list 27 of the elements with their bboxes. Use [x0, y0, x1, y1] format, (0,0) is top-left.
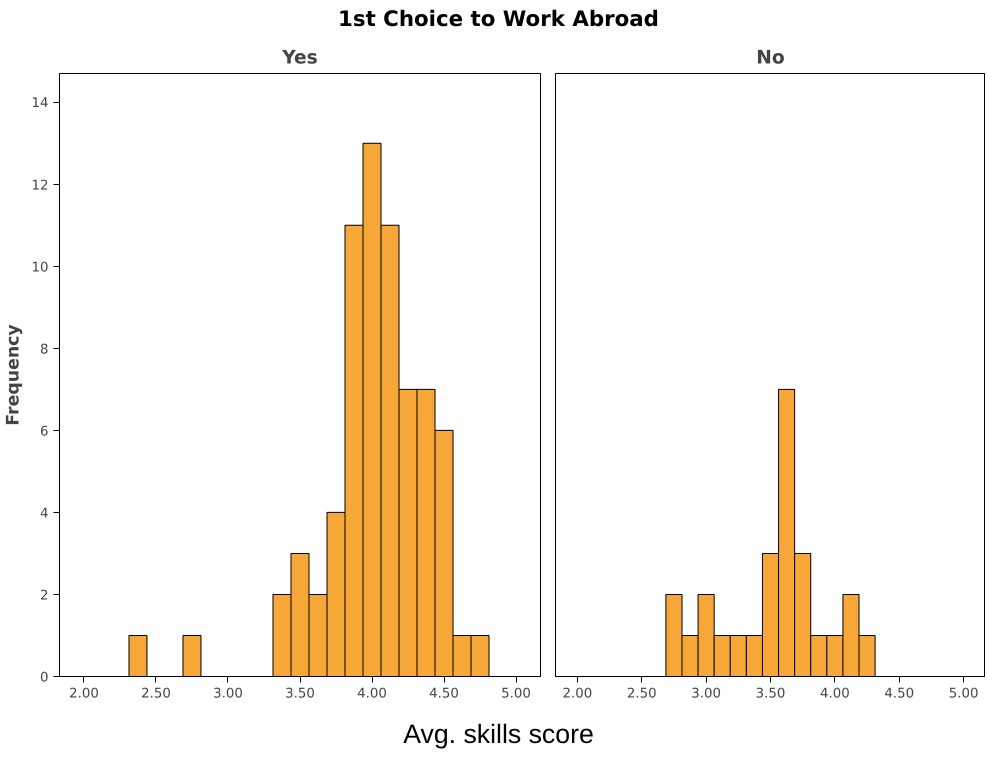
x-tick-label: 2.50	[141, 686, 171, 702]
chart-title: No	[756, 48, 785, 68]
text: 1st Choice to Work Abroad	[337, 6, 660, 34]
y-tick-label: 0	[40, 670, 49, 686]
x-tick-label: 5.00	[501, 686, 531, 702]
x-tick-label: 2.00	[69, 686, 99, 702]
y-tick-label: 6	[40, 424, 49, 440]
y-tick-label: 10	[32, 260, 49, 276]
x-tick-label: 3.00	[213, 686, 243, 702]
x-tick-label: 3.00	[691, 686, 721, 702]
y-tick-label: 14	[32, 96, 49, 112]
y-tick-label: 2	[40, 588, 49, 604]
y-tick-label: 8	[40, 342, 49, 358]
x-tick-label: 3.50	[285, 686, 315, 702]
x-tick-label: 4.00	[357, 686, 387, 702]
x-tick-label: 2.50	[626, 686, 657, 702]
x-tick-label: 2.00	[562, 686, 592, 702]
y-axis-title: Frequency	[4, 324, 24, 426]
x-tick-label: 4.00	[820, 686, 850, 702]
chart-title: Yes	[281, 48, 318, 68]
x-tick-label: 4.50	[884, 686, 914, 702]
x-tick-label: 4.50	[429, 686, 459, 702]
y-tick-label: 4	[40, 506, 49, 522]
y-tick-label: 12	[32, 178, 49, 194]
x-tick-label: 5.00	[948, 686, 978, 702]
x-tick-label: 3.50	[756, 686, 786, 702]
x-axis-title: Avg. skills score	[402, 718, 595, 751]
